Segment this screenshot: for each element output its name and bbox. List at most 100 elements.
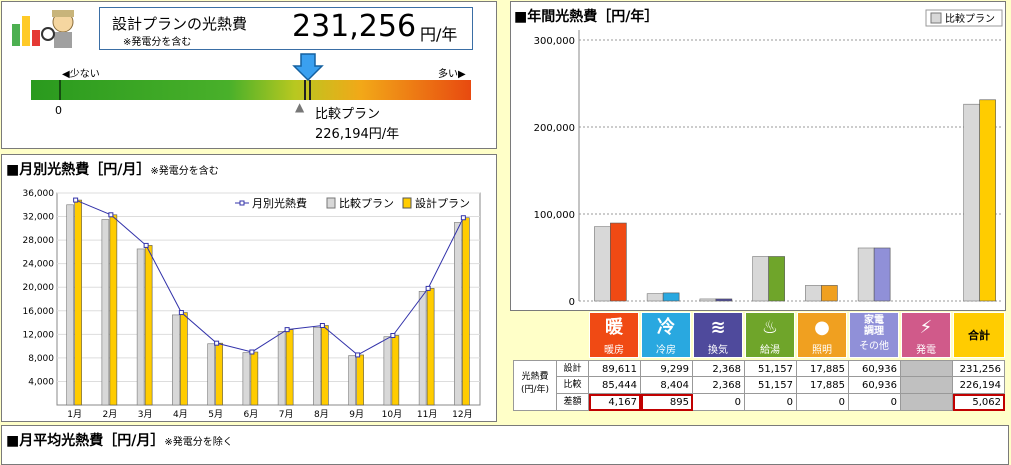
monthly-xtick: 3月 [138, 409, 153, 420]
category-header-5: 家電調理 その他 [849, 312, 899, 358]
monthly-chart: 4,000 8,000 12,000 16,000 20,000 24,000 28,000… [23, 189, 481, 420]
total-header: 合計 [953, 312, 1005, 358]
table-cell-compare: 17,885 [797, 377, 849, 394]
annual-bar-design [873, 247, 891, 302]
category-label: 冷房 [656, 345, 676, 356]
monthly-ytick: 4,000 [28, 377, 54, 387]
annual-bar-design [662, 292, 680, 302]
cost-gradient-bar [31, 80, 471, 100]
scale-zero-marker [59, 80, 61, 100]
category-label: 換気 [708, 345, 728, 356]
monthly-bar-design [250, 351, 259, 406]
annual-bar-compare [594, 226, 611, 302]
monthly-ytick: 20,000 [23, 283, 55, 293]
monthly-ytick: 28,000 [23, 236, 55, 246]
monthly-average-panel: ■月平均光熱費［円/月］※発電分を除く [1, 425, 1009, 465]
table-cell-diff: 5,062 [953, 394, 1005, 411]
annual-bar-design [610, 222, 627, 302]
legend-line-label: 月別光熱費 [252, 196, 307, 210]
monthly-xtick: 11月 [417, 409, 437, 420]
table-cell-design: 2,368 [693, 360, 745, 377]
monthly-line-point [108, 212, 114, 218]
monthly-bar-compare [172, 314, 180, 406]
monthly-bar-compare [313, 326, 321, 406]
breakdown-table: 暖暖房冷冷房 ≋ 換気 ♨ 給湯 ● 照明 家電調理 その他 ⚡ 発電 合計 光熱費 (円/年) 設計 8… [510, 312, 1010, 422]
row-label-compare: 比較 [557, 377, 589, 394]
legend-design-swatch [402, 197, 412, 209]
category-label: 照明 [812, 345, 832, 356]
table-cell-design: 9,299 [641, 360, 693, 377]
monthly-bar-design [109, 214, 118, 406]
avg-title: ■月平均光熱費［円/月］※発電分を除く [6, 433, 233, 449]
monthly-line-series [75, 199, 464, 356]
monthly-line-point [73, 197, 79, 203]
summary-title: 設計プランの光熱費 [112, 15, 248, 33]
monthly-xtick: 8月 [314, 409, 329, 420]
category-label: 暖房 [604, 345, 624, 356]
monthly-line-point [460, 215, 466, 221]
category-header-0: 暖暖房 [589, 312, 639, 358]
monthly-xtick: 9月 [349, 409, 364, 420]
annual-bar-design [979, 99, 996, 302]
monthly-xtick: 10月 [382, 409, 402, 420]
legend-design-label: 設計プラン [415, 196, 470, 210]
annual-panel: ■年間光熱費［円/年］ 0 100,000 200,000 300,000 比較プラン [510, 1, 1006, 311]
table-cell-design: 51,157 [745, 360, 797, 377]
monthly-xtick: 1月 [67, 409, 82, 420]
monthly-bar-design [426, 288, 435, 406]
legend-compare-swatch [326, 197, 336, 209]
monthly-panel: ■月別光熱費［円/月］※発電分を含む 4,000 8,000 12,000 16,00… [1, 154, 497, 422]
table-cell-diff: 895 [641, 394, 693, 411]
category-label: 給湯 [760, 345, 780, 356]
table-cell-compare [901, 377, 953, 394]
monthly-bar-compare [242, 352, 251, 406]
monthly-line-point [214, 340, 220, 346]
annual-bar-compare [857, 247, 875, 302]
category-icon: ♨ [761, 317, 779, 338]
monthly-bar-design [321, 325, 329, 406]
summary-panel: 設計プランの光熱費 ※発電分を含む 231,256 円/年 ◀少ない 多い▶ 0… [1, 1, 497, 149]
table-cell-compare: 2,368 [693, 377, 745, 394]
annual-legend: 比較プラン [925, 9, 1003, 27]
monthly-xtick: 4月 [173, 409, 188, 420]
monthly-bar-design [356, 354, 364, 406]
monthly-line-point [284, 327, 290, 333]
monthly-bar-design [285, 329, 294, 406]
table-cell-diff [901, 394, 953, 411]
monthly-ytick: 8,000 [28, 354, 54, 364]
annual-legend-label: 比較プラン [945, 12, 995, 25]
summary-note: ※発電分を含む [123, 37, 192, 48]
monthly-ytick: 12,000 [23, 330, 55, 340]
annual-legend-swatch [930, 12, 942, 24]
monthly-bar-design [215, 342, 223, 406]
scale-high-label: 多い▶ [438, 69, 466, 80]
monthly-xtick: 2月 [103, 409, 118, 420]
annual-title: ■年間光熱費［円/年］ [514, 9, 659, 25]
table-cell-diff: 0 [693, 394, 745, 411]
category-icon: 暖 [605, 317, 623, 338]
monthly-xtick: 7月 [279, 409, 294, 420]
monthly-bar-compare [277, 331, 286, 406]
monthly-bar-design [462, 217, 470, 406]
table-group-label: 光熱費 (円/年) [513, 360, 557, 411]
table-cell-design [901, 360, 953, 377]
monthly-line-point [355, 352, 361, 358]
monthly-line-point [178, 310, 184, 316]
monthly-line-point [249, 349, 255, 355]
table-cell-compare: 226,194 [953, 377, 1005, 394]
annual-ytick: 300,000 [534, 36, 575, 47]
category-header-1: 冷冷房 [641, 312, 691, 358]
annual-bar-compare [646, 293, 664, 302]
monthly-ytick: 36,000 [23, 189, 55, 199]
monthly-line-point [390, 333, 396, 339]
annual-ytick: 200,000 [534, 123, 575, 134]
monthly-line-point [319, 323, 325, 328]
monthly-title: ■月別光熱費［円/月］※発電分を含む [6, 162, 219, 178]
monthly-bar-design [391, 335, 400, 406]
monthly-bar-compare [383, 336, 392, 406]
category-icon: ⚡ [919, 317, 933, 338]
monthly-ytick: 16,000 [23, 307, 55, 317]
monthly-bar-compare [454, 222, 462, 406]
monthly-bar-design [144, 245, 153, 406]
monthly-legend: 月別光熱費 比較プラン 設計プラン [235, 196, 470, 210]
